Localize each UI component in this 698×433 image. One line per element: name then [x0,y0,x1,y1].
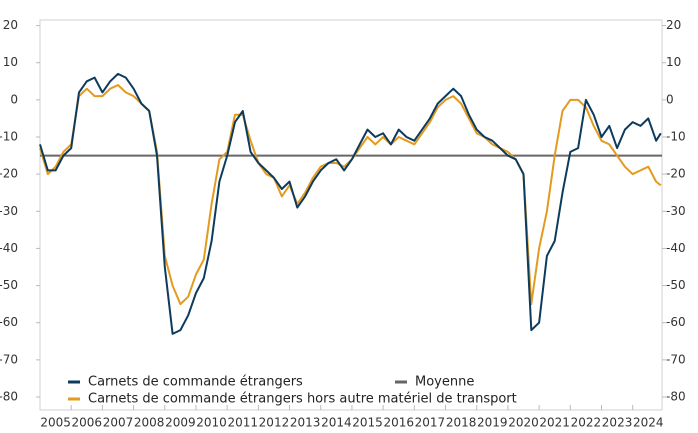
y-tick-label: -80 [0,390,18,404]
x-tick-label: 2024 [633,416,664,430]
series-line [39,72,662,335]
x-tick-label: 2021 [539,416,570,430]
y2-tick-label: -40 [666,241,686,255]
y-tick-label: 0 [10,92,18,106]
x-tick-label: 2016 [383,416,414,430]
x-tick-label: 2023 [602,416,633,430]
x-tick-label: 2012 [259,416,290,430]
x-tick-label: 2022 [571,416,602,430]
y-tick-label: -60 [0,315,18,329]
y-tick-label: -20 [0,167,18,181]
x-tick-label: 2018 [446,416,477,430]
y-tick-label: -30 [0,204,18,218]
y2-tick-label: -80 [666,390,686,404]
x-tick-label: 2010 [196,416,227,430]
x-tick-label: 2020 [508,416,539,430]
series-line [39,84,662,306]
y2-tick-label: -20 [666,167,686,181]
legend-label: Moyenne [415,375,474,390]
y-tick-label: -50 [0,278,18,292]
x-tick-label: 2015 [352,416,383,430]
x-tick-label: 2019 [477,416,508,430]
y2-tick-label: -70 [666,352,686,366]
y2-tick-label: -10 [666,130,686,144]
y-tick-label: 20 [3,18,18,32]
y2-tick-label: 10 [666,55,681,69]
x-tick-label: 2006 [72,416,103,430]
legend-label: Carnets de commande étrangers [88,375,303,390]
y-tick-label: -40 [0,241,18,255]
y2-tick-label: 0 [666,92,674,106]
y2-tick-label: -60 [666,315,686,329]
x-tick-label: 2013 [290,416,321,430]
x-tick-label: 2017 [415,416,446,430]
y-tick-label: -70 [0,352,18,366]
x-tick-label: 2007 [103,416,134,430]
x-tick-label: 2005 [40,416,71,430]
legend-label: Carnets de commande étrangers hors autre… [88,392,517,407]
y-tick-label: 10 [3,55,18,69]
x-tick-label: 2014 [321,416,352,430]
y2-tick-label: -30 [666,204,686,218]
y-tick-label: -10 [0,130,18,144]
x-tick-label: 2009 [165,416,196,430]
plot-frame [39,19,663,411]
x-tick-label: 2008 [134,416,165,430]
x-tick-label: 2011 [227,416,258,430]
y2-tick-label: 20 [666,18,681,32]
y2-tick-label: -50 [666,278,686,292]
